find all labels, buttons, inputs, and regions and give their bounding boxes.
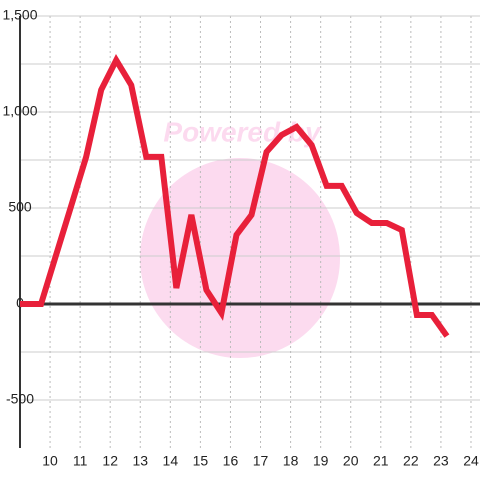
watermark-text: Powered by xyxy=(163,116,322,147)
x-tick-label: 15 xyxy=(193,453,209,469)
x-tick-label: 10 xyxy=(42,453,58,469)
x-tick-label: 12 xyxy=(102,453,118,469)
x-tick-label: 21 xyxy=(373,453,389,469)
y-tick-label: 1,500 xyxy=(2,7,37,23)
x-tick-label: 19 xyxy=(313,453,329,469)
y-tick-label: 1,000 xyxy=(2,103,37,119)
x-tick-label: 14 xyxy=(163,453,179,469)
x-tick-label: 22 xyxy=(403,453,419,469)
x-tick-label: 13 xyxy=(132,453,148,469)
x-tick-label: 20 xyxy=(343,453,359,469)
x-tick-label: 23 xyxy=(433,453,449,469)
y-tick-label: -500 xyxy=(6,391,34,407)
x-tick-label: 18 xyxy=(283,453,299,469)
x-tick-label: 24 xyxy=(463,453,479,469)
y-tick-label: 500 xyxy=(8,199,32,215)
x-tick-label: 11 xyxy=(73,453,88,469)
data-line xyxy=(20,53,450,338)
x-tick-label: 17 xyxy=(253,453,269,469)
x-tick-label: 16 xyxy=(223,453,239,469)
